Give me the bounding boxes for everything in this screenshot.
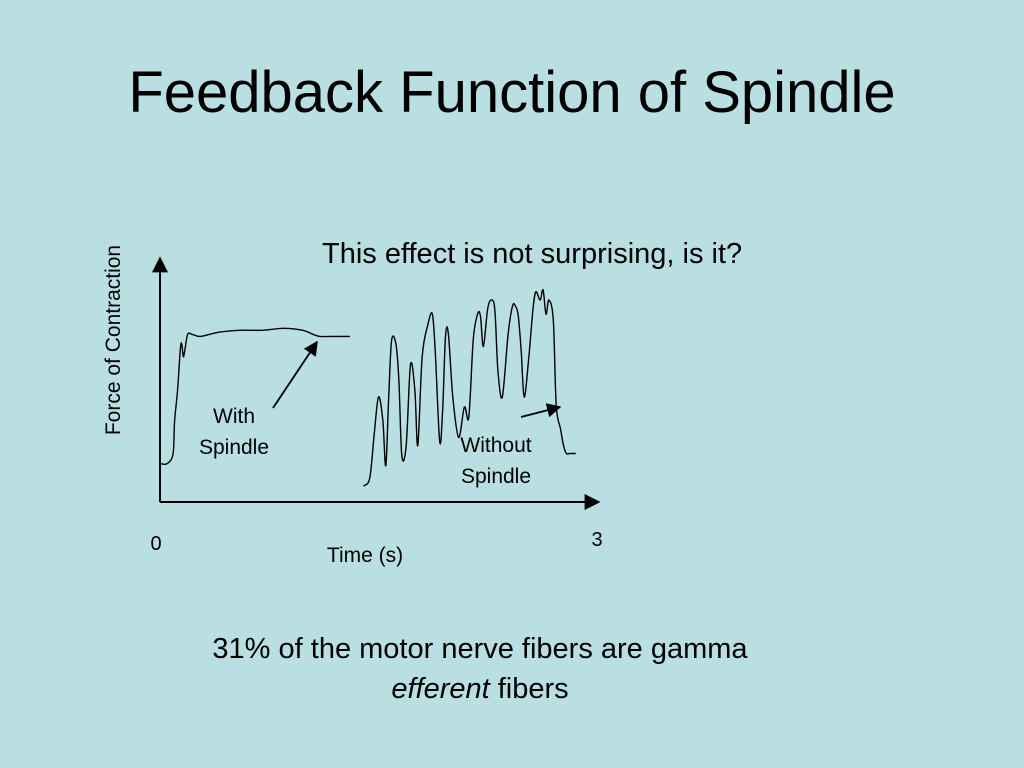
- note-line-2: efferent fibers: [0, 669, 960, 709]
- question-text: This effect is not surprising, is it?: [322, 238, 743, 270]
- series-line-without-spindle: [363, 288, 576, 487]
- x-tick-label: 3: [591, 529, 602, 551]
- y-axis-label: Force of Contraction: [102, 245, 125, 435]
- pointer-arrow-without-spindle: [520, 403, 562, 418]
- x-tick-label: 0: [150, 533, 161, 555]
- x-axis-label: Time (s): [327, 544, 403, 567]
- series-label-without-spindle: Spindle: [461, 465, 531, 488]
- axes: 0 3 Time (s) Force of Contraction: [102, 245, 603, 567]
- series-label-with-spindle: With: [213, 405, 255, 428]
- note-line-2-rest: fibers: [489, 673, 569, 705]
- series-label-with-spindle: Spindle: [199, 436, 269, 459]
- series-line-with-spindle: [159, 327, 351, 466]
- series-layer: [159, 288, 576, 487]
- note-italic-word: efferent: [391, 673, 490, 705]
- slide-title: Feedback Function of Spindle: [128, 60, 896, 125]
- series-label-without-spindle: Without: [460, 434, 531, 457]
- bottom-note: 31% of the motor nerve fibers are gamma …: [0, 629, 960, 709]
- note-line-1: 31% of the motor nerve fibers are gamma: [212, 633, 748, 665]
- label-layer: With Spindle Without Spindle: [199, 340, 562, 488]
- pointer-arrow-with-spindle: [272, 340, 318, 409]
